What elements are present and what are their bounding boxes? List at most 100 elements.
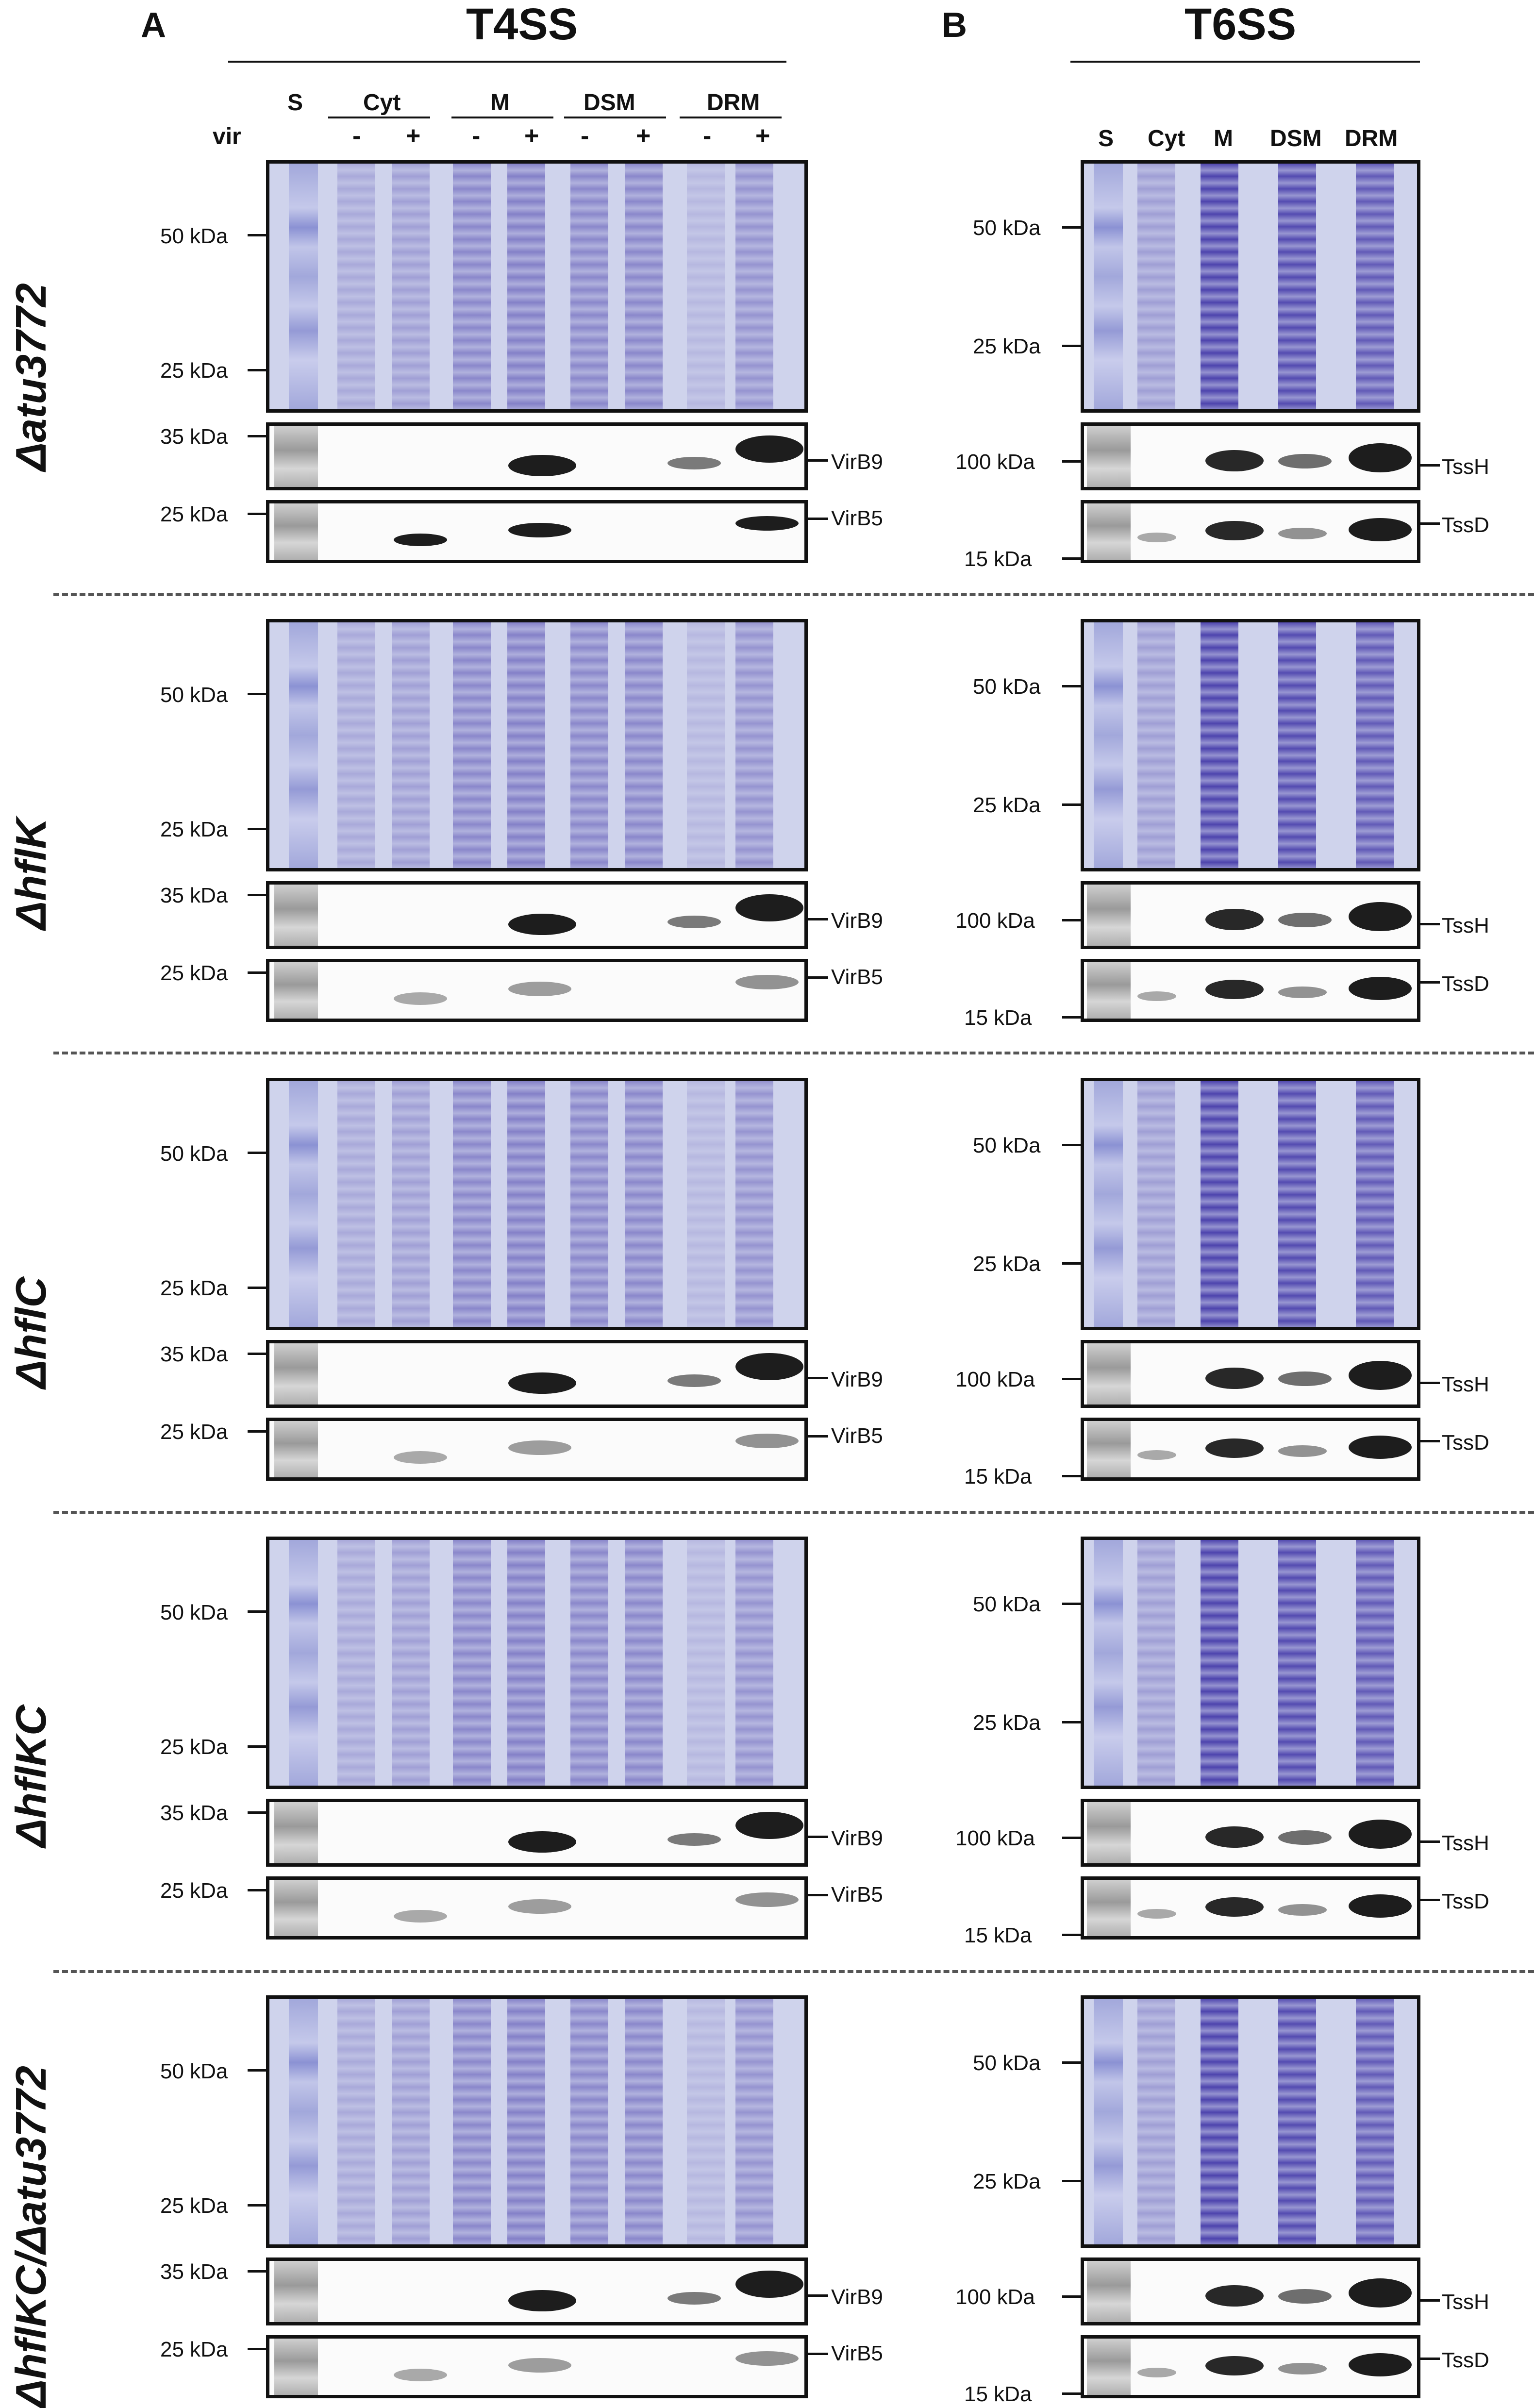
- t4ss-virb5-blot: [266, 1418, 808, 1481]
- t6ss-title-rule: [1070, 61, 1420, 63]
- tssd-band-drm: [1349, 1894, 1412, 1918]
- t6ss-marker-15kda: 15 kDa: [964, 2382, 1032, 2406]
- tssd-band-m: [1205, 521, 1264, 540]
- tssd-pointer: [1420, 1440, 1440, 1442]
- gel-lane: [735, 1081, 773, 1327]
- blot-ladder-lane: [1087, 1343, 1131, 1405]
- tssh-band-drm: [1349, 2278, 1412, 2308]
- virb5-label: VirB5: [831, 965, 883, 989]
- gel-lane: [570, 1081, 608, 1327]
- virb9-band-dsm-plus: [667, 1833, 721, 1846]
- t6ss-tssd-blot: [1081, 1876, 1420, 1940]
- gel-lane: [570, 1999, 608, 2244]
- gel-lane: [507, 1540, 545, 1786]
- t4ss-marker-tick: [248, 971, 266, 974]
- t4ss-marker-35kda: 35 kDa: [160, 884, 228, 907]
- t6ss-tssh-blot: [1081, 1799, 1420, 1867]
- ladder-lane: [1094, 1540, 1123, 1786]
- tssh-band-m: [1205, 450, 1264, 471]
- t6ss-lane-label-drm: DRM: [1345, 126, 1398, 151]
- t4ss-marker-tick: [248, 1811, 266, 1814]
- virb5-label: VirB5: [831, 2341, 883, 2365]
- t4ss-marker-tick: [248, 1889, 266, 1891]
- gel-lane: [570, 164, 608, 409]
- tssh-band-m: [1205, 1826, 1264, 1848]
- gel-lane: [507, 1081, 545, 1327]
- t6ss-marker-25kda: 25 kDa: [973, 1252, 1041, 1276]
- gel-lane: [735, 164, 773, 409]
- tssh-pointer: [1420, 464, 1440, 467]
- virb9-band-drm-plus: [735, 894, 803, 921]
- tssh-band-dsm: [1278, 2289, 1332, 2304]
- virb5-pointer: [808, 976, 828, 979]
- gel-lane: [1137, 1999, 1175, 2244]
- t4ss-marker-25kda: 25 kDa: [160, 2194, 228, 2218]
- gel-lane: [1137, 164, 1175, 409]
- t4ss-lane-label-cyt: Cyt: [363, 90, 401, 116]
- t6ss-lane-label-s: S: [1098, 126, 1114, 151]
- vir-sign-5: -: [581, 122, 589, 150]
- virb5-band-m-plus: [508, 1899, 571, 1914]
- t6ss-coomassie-gel: [1081, 1537, 1420, 1789]
- gel-lane: [687, 1081, 725, 1327]
- gel-lane: [392, 622, 430, 868]
- virb5-band-cyt-plus: [394, 534, 447, 546]
- strain-label: ΔhflKC/Δatu3772: [7, 2066, 55, 2408]
- gel-lane: [392, 1540, 430, 1786]
- t4ss-marker-25kda: 25 kDa: [160, 502, 228, 526]
- gel-lane: [735, 1999, 773, 2244]
- ladder-lane: [289, 1540, 318, 1786]
- ladder-lane: [289, 164, 318, 409]
- t4ss-marker-tick: [248, 1287, 266, 1289]
- virb5-band-m-plus: [508, 523, 571, 537]
- tssh-label: TssH: [1442, 1831, 1489, 1855]
- gel-lane: [337, 164, 375, 409]
- gel-lane: [392, 1999, 430, 2244]
- row-separator: [53, 593, 1534, 596]
- t6ss-lane-label-cyt: Cyt: [1148, 126, 1185, 151]
- tssd-band-cyt: [1137, 2368, 1176, 2377]
- t6ss-tssh-blot: [1081, 881, 1420, 949]
- t4ss-marker-tick: [248, 1430, 266, 1433]
- blot-ladder-lane: [1087, 962, 1131, 1019]
- tssd-band-cyt: [1137, 1450, 1176, 1460]
- t4ss-virb5-blot: [266, 2335, 808, 2398]
- virb9-label: VirB9: [831, 909, 883, 933]
- tssh-band-drm: [1349, 1820, 1412, 1849]
- virb9-band-m-plus: [508, 2290, 576, 2311]
- t6ss-marker-tick: [1062, 226, 1081, 229]
- gel-lane: [1278, 164, 1316, 409]
- t4ss-marker-25kda: 25 kDa: [160, 1735, 228, 1759]
- tssd-band-drm: [1349, 518, 1412, 541]
- tssd-band-drm: [1349, 977, 1412, 1000]
- t6ss-marker-100kda: 100 kDa: [955, 450, 1035, 474]
- virb9-band-m-plus: [508, 1372, 576, 1394]
- gel-lane: [1278, 622, 1316, 868]
- virb9-pointer: [808, 1836, 828, 1838]
- gel-lane: [687, 622, 725, 868]
- virb5-band-drm-plus: [735, 2351, 799, 2366]
- t6ss-tssh-blot: [1081, 422, 1420, 490]
- t6ss-marker-25kda: 25 kDa: [973, 334, 1041, 358]
- virb5-band-drm-plus: [735, 1434, 799, 1448]
- tssh-band-drm: [1349, 1361, 1412, 1390]
- row-separator: [53, 1052, 1534, 1054]
- gel-lane: [507, 164, 545, 409]
- t4ss-marker-25kda: 25 kDa: [160, 359, 228, 383]
- gel-lane: [1201, 622, 1238, 868]
- blot-ladder-lane: [1087, 2261, 1131, 2322]
- gel-lane: [507, 1999, 545, 2244]
- tssd-label: TssD: [1442, 1890, 1489, 1913]
- t4ss-marker-25kda: 25 kDa: [160, 2338, 228, 2361]
- t4ss-marker-25kda: 25 kDa: [160, 961, 228, 985]
- strain-label: ΔhflC: [7, 1276, 55, 1388]
- virb9-label: VirB9: [831, 450, 883, 474]
- t6ss-marker-50kda: 50 kDa: [973, 2051, 1041, 2075]
- t6ss-marker-tick: [1062, 1262, 1081, 1265]
- t4ss-marker-tick: [248, 1610, 266, 1613]
- t4ss-title-rule: [228, 61, 786, 63]
- virb5-band-cyt-plus: [394, 1451, 447, 1464]
- t6ss-marker-15kda: 15 kDa: [964, 1006, 1032, 1030]
- drm-group-rule: [680, 117, 782, 118]
- t6ss-marker-100kda: 100 kDa: [955, 1826, 1035, 1850]
